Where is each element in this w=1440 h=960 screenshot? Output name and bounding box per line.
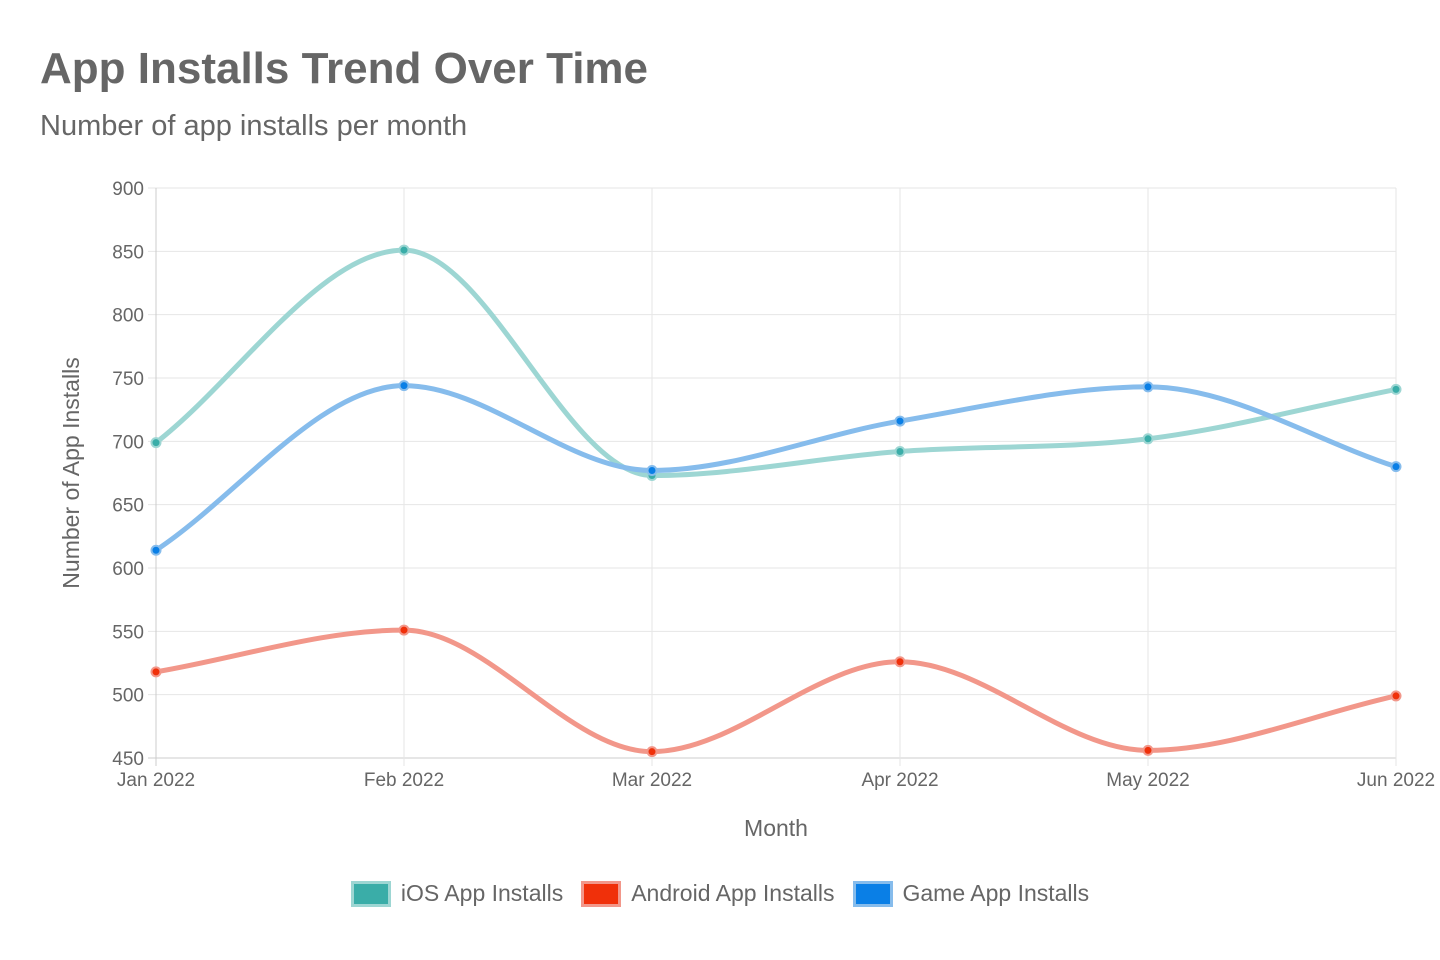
data-point-game-app-installs[interactable] — [1390, 461, 1402, 473]
chart-title: App Installs Trend Over Time — [40, 44, 649, 93]
y-tick-label: 750 — [112, 369, 144, 390]
legend-item-ios-app-installs[interactable]: iOS App Installs — [350, 880, 564, 907]
y-tick-label: 800 — [112, 306, 144, 327]
y-axis-title: Number of App Installs — [58, 357, 84, 588]
x-axis-ticks: Jan 2022 Feb 2022 Mar 2022 Apr 2022 May 2022… — [117, 770, 1435, 791]
data-point-android-app-installs[interactable] — [1142, 744, 1154, 756]
data-point-ios-app-installs[interactable] — [150, 437, 162, 449]
data-point-android-app-installs[interactable] — [894, 656, 906, 668]
legend-label: Android App Installs — [631, 880, 835, 906]
x-tick-label: Jun 2022 — [1357, 770, 1435, 791]
legend: iOS App Installs Android App Installs Game… — [0, 880, 1440, 907]
y-tick-label: 500 — [112, 686, 144, 707]
legend-label: Game App Installs — [902, 880, 1090, 906]
legend-label: iOS App Installs — [400, 880, 564, 906]
legend-item-android-app-installs[interactable]: Android App Installs — [581, 880, 835, 907]
data-point-ios-app-installs[interactable] — [398, 244, 410, 256]
data-point-ios-app-installs[interactable] — [1390, 383, 1402, 395]
x-tick-label: May 2022 — [1106, 770, 1189, 791]
x-tick-label: Feb 2022 — [364, 770, 444, 791]
data-point-game-app-installs[interactable] — [1142, 381, 1154, 393]
legend-item-game-app-installs[interactable]: Game App Installs — [852, 880, 1090, 907]
data-point-android-app-installs[interactable] — [150, 666, 162, 678]
x-axis-title: Month — [744, 815, 808, 841]
series-line-ios-app-installs — [153, 247, 1399, 479]
y-tick-label: 450 — [112, 749, 144, 770]
grid-lines — [148, 187, 1397, 766]
x-tick-label: Jan 2022 — [117, 770, 195, 791]
x-tick-label: Mar 2022 — [612, 770, 692, 791]
data-point-game-app-installs[interactable] — [646, 464, 658, 476]
y-tick-label: 650 — [112, 496, 144, 517]
y-tick-label: 700 — [112, 432, 144, 453]
data-point-android-app-installs[interactable] — [646, 746, 658, 758]
series-points — [150, 244, 1402, 758]
data-point-android-app-installs[interactable] — [1390, 690, 1402, 702]
data-point-game-app-installs[interactable] — [894, 415, 906, 427]
data-point-game-app-installs[interactable] — [398, 380, 410, 392]
data-point-ios-app-installs[interactable] — [894, 445, 906, 457]
y-axis-ticks: 450 500 550 600 650 700 750 800 850 900 — [112, 179, 144, 770]
x-tick-label: Apr 2022 — [861, 770, 938, 791]
chart-subtitle: Number of app installs per month — [40, 110, 468, 142]
data-point-game-app-installs[interactable] — [150, 544, 162, 556]
data-point-android-app-installs[interactable] — [398, 624, 410, 636]
legend-swatch — [852, 880, 893, 907]
y-tick-label: 850 — [112, 242, 144, 263]
series-lines — [153, 247, 1399, 755]
y-tick-label: 550 — [112, 622, 144, 643]
y-tick-label: 900 — [112, 179, 144, 200]
data-point-ios-app-installs[interactable] — [1142, 433, 1154, 445]
legend-swatch — [581, 880, 622, 907]
y-tick-label: 600 — [112, 559, 144, 580]
series-line-game-app-installs — [153, 383, 1399, 553]
legend-swatch — [350, 880, 391, 907]
series-line-android-app-installs — [153, 627, 1399, 755]
